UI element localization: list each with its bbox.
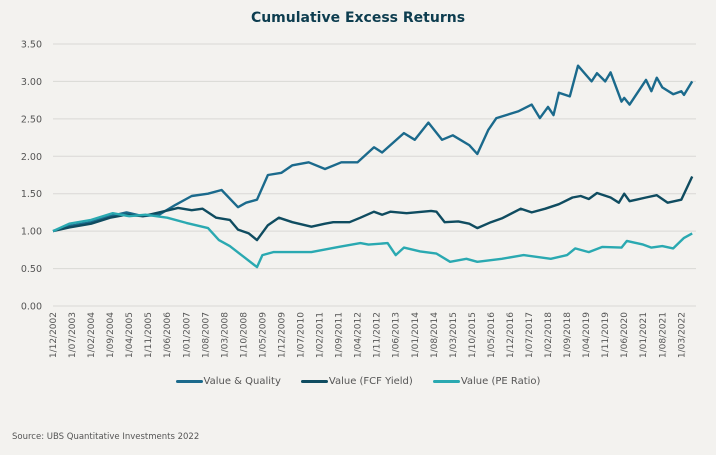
x-tick-label: 1/07/2010 bbox=[297, 312, 307, 358]
x-tick-label: 1/10/2015 bbox=[468, 312, 478, 358]
x-tick-label: 1/03/2008 bbox=[220, 312, 230, 358]
x-tick-label: 1/02/2018 bbox=[544, 312, 554, 358]
y-tick-label: 1.00 bbox=[21, 227, 42, 238]
legend-label: Value (PE Ratio) bbox=[460, 376, 541, 387]
legend: Value & Quality Value (FCF Yield) Value … bbox=[0, 376, 716, 387]
x-tick-label: 1/06/2013 bbox=[392, 312, 402, 358]
x-tick-label: 1/08/2021 bbox=[658, 312, 668, 358]
x-tick-label: 1/04/2019 bbox=[582, 312, 592, 358]
y-tick-label: 0.50 bbox=[21, 264, 42, 275]
x-tick-label: 1/08/2014 bbox=[430, 312, 440, 358]
x-tick-label: 1/11/2005 bbox=[144, 312, 154, 358]
x-tick-label: 1/10/2008 bbox=[239, 312, 249, 358]
legend-item-value-quality: Value & Quality bbox=[175, 376, 281, 387]
legend-label: Value (FCF Yield) bbox=[328, 376, 413, 387]
x-tick-label: 1/05/2016 bbox=[487, 312, 497, 358]
x-tick-label: 1/03/2015 bbox=[449, 312, 459, 358]
legend-swatch bbox=[175, 380, 203, 383]
x-tick-label: 1/11/2019 bbox=[601, 312, 611, 358]
x-tick-label: 1/09/2018 bbox=[563, 312, 573, 358]
x-tick-label: 1/01/2021 bbox=[639, 312, 649, 358]
legend-item-pe-ratio: Value (PE Ratio) bbox=[432, 376, 541, 387]
legend-label: Value & Quality bbox=[203, 376, 281, 387]
x-tick-label: 1/07/2003 bbox=[68, 312, 78, 358]
y-tick-label: 3.50 bbox=[21, 40, 42, 51]
x-tick-label: 1/01/2007 bbox=[182, 312, 192, 358]
x-tick-label: 1/12/2002 bbox=[49, 312, 59, 358]
x-tick-label: 1/05/2009 bbox=[258, 312, 268, 358]
legend-item-fcf-yield: Value (FCF Yield) bbox=[300, 376, 413, 387]
x-tick-label: 1/02/2011 bbox=[316, 312, 326, 358]
series-line-value-pe-ratio bbox=[52, 212, 693, 269]
legend-swatch bbox=[432, 380, 460, 383]
x-tick-label: 1/12/2009 bbox=[277, 312, 287, 358]
x-tick-label: 1/06/2006 bbox=[163, 312, 173, 358]
x-tick-label: 1/02/2004 bbox=[87, 312, 97, 358]
x-tick-label: 1/06/2020 bbox=[620, 312, 630, 358]
x-tick-label: 1/11/2012 bbox=[373, 312, 383, 358]
x-tick-label: 1/04/2012 bbox=[354, 312, 364, 358]
y-tick-label: 3.00 bbox=[21, 77, 42, 88]
x-tick-label: 1/08/2007 bbox=[201, 312, 211, 358]
x-tick-label: 1/04/2005 bbox=[125, 312, 135, 358]
x-tick-label: 1/01/2014 bbox=[411, 312, 421, 358]
x-tick-label: 1/03/2022 bbox=[677, 312, 687, 358]
series-line-value-fcf-yield bbox=[52, 175, 694, 242]
source-note: Source: UBS Quantitative Investments 202… bbox=[12, 432, 200, 442]
x-tick-label: 1/12/2016 bbox=[506, 312, 516, 358]
x-tick-label: 1/07/2017 bbox=[525, 312, 535, 358]
legend-swatch bbox=[300, 380, 328, 383]
y-tick-label: 2.00 bbox=[21, 152, 42, 163]
y-tick-label: 1.50 bbox=[21, 189, 42, 200]
y-tick-label: 2.50 bbox=[21, 114, 42, 125]
x-tick-label: 1/09/2004 bbox=[106, 312, 116, 358]
chart-title: Cumulative Excess Returns bbox=[250, 10, 466, 26]
y-tick-label: 0.00 bbox=[21, 302, 42, 313]
x-tick-label: 1/09/2011 bbox=[335, 312, 345, 358]
series-line-value-quality bbox=[52, 64, 694, 233]
